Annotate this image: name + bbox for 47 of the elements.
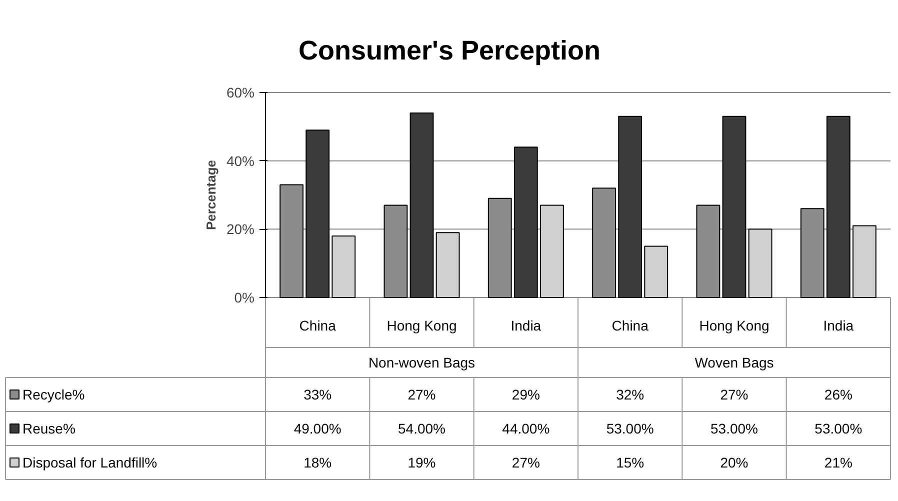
x-tick-label: Hong Kong — [699, 318, 770, 334]
data-label: 20% — [720, 454, 748, 470]
data-label: 33% — [304, 386, 332, 402]
data-label: 15% — [616, 454, 644, 470]
x-tick-label: China — [612, 318, 649, 334]
data-label: 54.00% — [398, 420, 446, 436]
x-tick-label: Hong Kong — [386, 318, 457, 334]
bar — [852, 225, 876, 298]
bar — [826, 116, 850, 298]
data-label: 27% — [720, 386, 748, 402]
data-label: 53.00% — [710, 420, 758, 436]
data-label: 21% — [824, 454, 852, 470]
bar — [644, 246, 668, 298]
data-label: 27% — [408, 386, 436, 402]
text: Woven Bags — [694, 354, 774, 370]
text: Non-woven Bags — [368, 354, 476, 370]
bar — [540, 204, 564, 298]
bar — [514, 146, 538, 298]
data-label: 44.00% — [502, 420, 550, 436]
data-label: 26% — [824, 386, 852, 402]
data-label: 53.00% — [814, 420, 862, 436]
chart-title: Consumer's Perception — [298, 36, 600, 66]
y-tick-label: 20% — [226, 221, 255, 238]
data-label: 29% — [512, 386, 540, 402]
data-label: 49.00% — [294, 420, 342, 436]
data-label: 19% — [408, 454, 436, 470]
bar — [618, 116, 642, 298]
bar — [332, 236, 356, 298]
x-tick-label: India — [823, 318, 854, 334]
legend-label: Recycle% — [22, 386, 85, 402]
legend-label: Disposal for Landfill% — [22, 454, 158, 470]
y-tick-label: 0% — [234, 290, 254, 306]
x-tick-label: China — [299, 318, 336, 334]
y-axis-title: Percentage — [203, 160, 218, 230]
y-tick-label: 40% — [226, 152, 255, 169]
bar — [436, 232, 460, 298]
x-tick-label: India — [510, 318, 542, 334]
bar — [410, 112, 434, 298]
data-label: 18% — [304, 454, 332, 470]
data-label: 32% — [616, 386, 644, 402]
y-tick-label: 60% — [226, 84, 255, 100]
data-label: 53.00% — [606, 420, 654, 436]
bar — [722, 116, 746, 298]
legend-label: Reuse% — [22, 420, 76, 436]
data-label: 27% — [512, 454, 540, 470]
bar — [306, 130, 330, 298]
bar — [748, 228, 772, 298]
